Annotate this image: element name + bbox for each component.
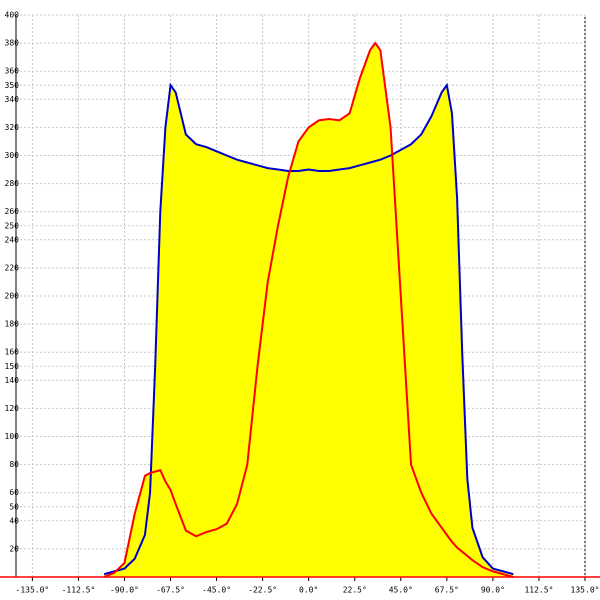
y-tick-label: 180 [5, 320, 20, 329]
y-tick-label: 300 [5, 151, 20, 160]
y-tick-label: 20 [9, 544, 19, 553]
y-tick-label: 340 [5, 95, 20, 104]
x-tick-label: 135.0° [571, 586, 600, 595]
series-area [104, 43, 514, 578]
y-tick-label: 160 [5, 348, 20, 357]
y-tick-label: 60 [9, 488, 19, 497]
x-tick-label: -90.0° [110, 586, 139, 595]
y-tick-label: 80 [9, 460, 19, 469]
y-tick-label: 260 [5, 207, 20, 216]
y-tick-label: 100 [5, 432, 20, 441]
x-tick-label: 67.5° [435, 586, 459, 595]
y-tick-label: 400 [5, 11, 20, 20]
x-tick-label: 0.0° [299, 586, 318, 595]
x-tick-label: -22.5° [248, 586, 277, 595]
x-tick-label: 45.0° [389, 586, 413, 595]
y-tick-label: 140 [5, 376, 20, 385]
series-line [103, 41, 514, 578]
y-tick-label: 280 [5, 179, 20, 188]
y-tick-label: 380 [5, 39, 20, 48]
y-tick-label: 350 [5, 81, 20, 90]
x-tick-label: 90.0° [481, 586, 505, 595]
x-tick-label: -112.5° [62, 586, 96, 595]
x-tick-label: -45.0° [202, 586, 231, 595]
x-tick-label: -135.0° [16, 586, 50, 595]
x-tick-label: -67.5° [156, 586, 185, 595]
y-tick-label: 320 [5, 123, 20, 132]
y-tick-label: 220 [5, 263, 20, 272]
series-line [103, 82, 514, 576]
x-tick-label: 112.5° [524, 586, 553, 595]
y-tick-label: 40 [9, 516, 19, 525]
x-tick-label: 22.5° [343, 586, 367, 595]
y-tick-label: 200 [5, 292, 20, 301]
y-tick-label: 150 [5, 362, 20, 371]
y-tick-label: 50 [9, 502, 19, 511]
y-tick-label: 250 [5, 221, 20, 230]
y-tick-label: 120 [5, 404, 20, 413]
y-tick-label: 240 [5, 235, 20, 244]
y-tick-label: 360 [5, 67, 20, 76]
